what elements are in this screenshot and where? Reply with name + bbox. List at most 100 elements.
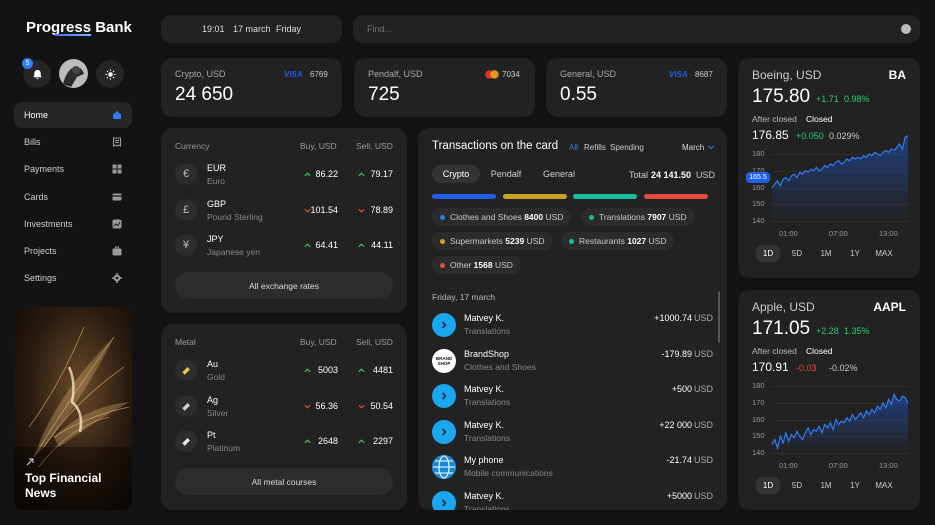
sidebar-item-cards[interactable]: Cards (14, 184, 132, 210)
card-last4: 6769 (310, 70, 328, 79)
metal-name: Silver (207, 407, 229, 418)
arrow-up-icon (304, 241, 311, 251)
range-1y-button[interactable]: 1Y (850, 481, 860, 490)
range-1d-button[interactable]: 1D (756, 245, 780, 262)
sidebar-item-projects[interactable]: Projects (14, 238, 132, 264)
tab-general[interactable]: General (542, 169, 576, 179)
sidebar-item-home[interactable]: Home (14, 102, 132, 128)
stock-change: +1.71 (816, 94, 839, 104)
category-unit: USD (648, 236, 667, 246)
metal-code: Au (207, 359, 219, 369)
sidebar-item-investments[interactable]: Investments (14, 211, 132, 237)
y-tick-label: 180 (752, 149, 765, 158)
x-tick-label: 07:00 (829, 461, 848, 470)
sidebar-item-label: Settings (24, 273, 57, 284)
transaction-unit: USD (693, 419, 713, 430)
arrow-up-icon (304, 366, 311, 376)
card-last4: 7034 (502, 70, 520, 79)
buy-value: 64.41 (315, 240, 338, 250)
balance-card-crypto[interactable]: Crypto, USD VISA 6769 24 650 (161, 58, 342, 117)
buy-value: 5003 (317, 365, 338, 375)
category-chip[interactable]: Other 1568 USD (432, 256, 521, 274)
sidebar-item-settings[interactable]: Settings (14, 265, 132, 291)
avatar[interactable] (59, 59, 88, 88)
sidebar-item-payments[interactable]: Payments (14, 156, 132, 182)
metal-name: Platinum (207, 443, 241, 453)
balance-card-general[interactable]: General, USD VISA 8687 0.55 (546, 58, 727, 117)
search-bar[interactable] (353, 15, 920, 43)
news-feather-image-icon (14, 307, 132, 510)
current-date: 17 march (233, 24, 271, 34)
transfer-arrow-icon (432, 313, 456, 337)
category-chip[interactable]: Translations 7907 USD (581, 208, 695, 226)
price-chart[interactable] (738, 58, 920, 278)
all-exchange-rates-button[interactable]: All exchange rates (175, 272, 393, 299)
scrollbar[interactable] (718, 291, 720, 343)
y-tick-label: 160 (752, 182, 765, 192)
tab-pendalf[interactable]: Pendalf (490, 169, 522, 179)
sell-header: Sell, USD (356, 141, 393, 151)
category-name: Supermarkets (450, 236, 503, 246)
range-5d-button[interactable]: 5D (791, 249, 803, 258)
range-max-button[interactable]: MAX (875, 481, 893, 490)
app-logo[interactable]: Progress Bank (26, 19, 132, 36)
category-chip[interactable]: Supermarkets 5239 USD (432, 232, 553, 250)
news-title: Top Financial News (25, 471, 102, 500)
price-chart[interactable] (738, 290, 920, 510)
transactions-title: Transactions on the card (432, 140, 559, 152)
range-1m-button[interactable]: 1M (820, 481, 832, 490)
arrow-up-icon (358, 241, 365, 251)
category-dot (440, 214, 445, 220)
category-chip[interactable]: Clothes and Shoes 8400 USD (432, 208, 572, 226)
all-metal-courses-button[interactable]: All metal courses (175, 468, 393, 495)
metal-row[interactable]: Au Gold 5003 4481 (161, 358, 407, 388)
arrow-down-icon (358, 206, 365, 216)
after-hours-price: 170.91 (752, 360, 789, 374)
currency-row[interactable]: € EUR Euro 86.22 79.17 (161, 162, 407, 192)
after-hours-pct: 0.029% (829, 131, 860, 141)
chevron-down-icon[interactable] (707, 143, 715, 151)
search-icon[interactable] (901, 24, 911, 34)
visa-logo: VISA (284, 70, 303, 79)
tab-crypto[interactable]: Crypto (432, 165, 480, 183)
range-1d-button[interactable]: 1D (756, 477, 780, 494)
buy-value: 86.22 (315, 169, 338, 179)
range-5d-button[interactable]: 5D (791, 481, 803, 490)
filter-refills[interactable]: Refills (584, 143, 606, 152)
stock-ticker: AAPL (873, 300, 906, 314)
bell-icon (32, 69, 42, 79)
currency-row[interactable]: £ GBP Pound Sterling 101.54 78.89 (161, 198, 407, 228)
sidebar-item-bills[interactable]: Bills (14, 129, 132, 155)
month-select[interactable]: March (682, 143, 705, 152)
search-input[interactable] (367, 22, 867, 36)
range-max-button[interactable]: MAX (875, 249, 893, 258)
metal-row[interactable]: Pt Platinum 2648 2297 (161, 429, 407, 459)
currency-row[interactable]: ¥ JPY Japanese yen 64.41 44.11 (161, 233, 407, 263)
y-tick-label: 140 (752, 216, 765, 225)
theme-toggle-button[interactable] (96, 60, 124, 88)
range-1m-button[interactable]: 1M (820, 249, 832, 258)
balance-card-pendalf[interactable]: Pendalf, USD 7034 725 (354, 58, 535, 117)
category-unit: USD (494, 260, 513, 270)
metal-row[interactable]: Ag Silver 56.36 50.54 (161, 394, 407, 424)
category-dot (440, 262, 445, 268)
balance-label: Crypto, USD (175, 69, 226, 79)
balance-label: Pendalf, USD (368, 69, 423, 79)
range-1y-button[interactable]: 1Y (850, 249, 860, 258)
transaction-amount: +1000.74 (654, 313, 692, 323)
filter-spending[interactable]: Spending (610, 143, 644, 152)
currency-code: GBP (207, 198, 227, 209)
news-card[interactable]: Top Financial News (14, 307, 132, 510)
filter-all[interactable]: All (569, 143, 578, 152)
transaction-name: Matvey K. (464, 384, 505, 394)
balance-label: General, USD (560, 69, 617, 79)
current-weekday: Friday (276, 24, 302, 34)
sell-header: Sell, USD (356, 337, 393, 347)
transaction-unit: USD (693, 384, 713, 394)
category-name: Restaurants (579, 236, 625, 246)
transaction-category: Clothes and Shoes (464, 361, 536, 372)
y-tick-label: 170 (752, 397, 765, 407)
transaction-category: Mobile communications (464, 468, 553, 478)
projects-icon (112, 246, 122, 256)
category-chip[interactable]: Restaurants 1027 USD (561, 232, 675, 250)
